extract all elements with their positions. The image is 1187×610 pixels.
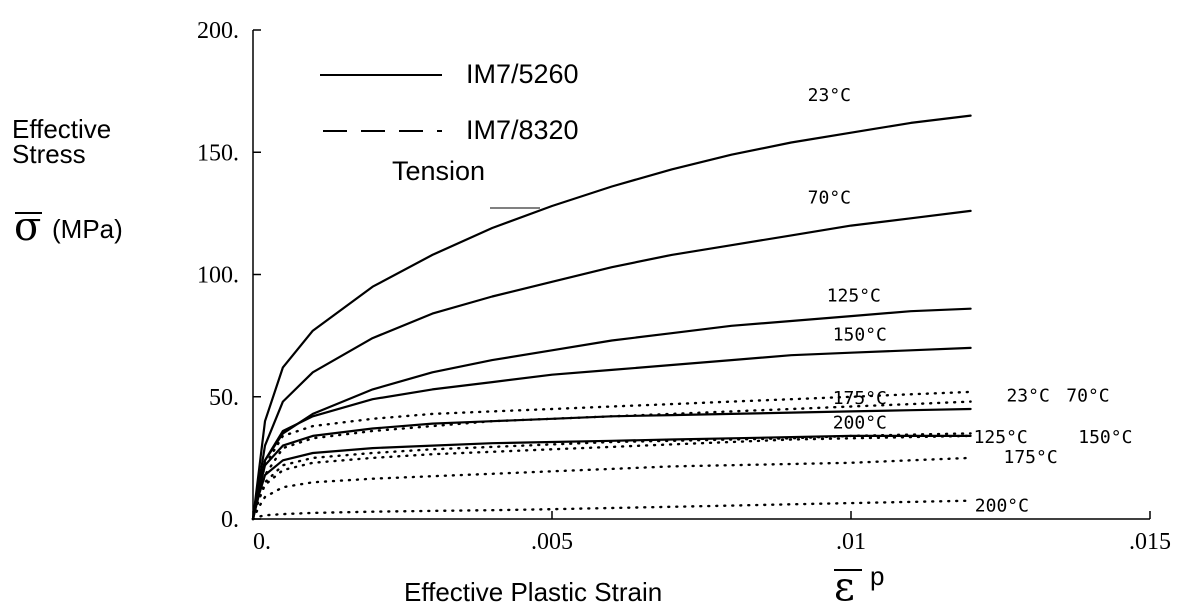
y-tick-label-0: 0. <box>221 507 239 533</box>
legend: IM7/5260 IM7/8320 Tension <box>320 59 579 209</box>
legend-label-im7-8320: IM7/8320 <box>466 115 579 145</box>
y-tick-label-1: 50. <box>209 385 239 411</box>
series-line-0 <box>251 114 972 521</box>
series-line-1 <box>251 209 972 521</box>
series-label-4: 175°C <box>833 388 887 409</box>
series-line-10 <box>251 456 972 521</box>
y-tick-label-4: 200. <box>197 18 239 44</box>
series-label-2: 125°C <box>827 285 881 306</box>
x-axis-label-text: Effective Plastic Strain <box>404 577 662 607</box>
ticks: 0. .005 .01 .015 0. 50. 100. 150. 200. <box>197 18 1171 555</box>
y-axis-unit: (MPa) <box>52 214 123 244</box>
series-line-9 <box>251 434 972 521</box>
x-tick-label-1: .005 <box>531 529 573 555</box>
series-label-0: 23°C <box>808 85 851 106</box>
series-line-6 <box>251 390 972 521</box>
series-line-5 <box>251 434 972 521</box>
epsilon-superscript: p <box>870 561 884 591</box>
series-line-11 <box>251 499 972 521</box>
series-label-6: 23°C <box>1006 386 1049 407</box>
series-label-11: 200°C <box>975 496 1029 517</box>
x-axis-label: Effective Plastic Strain ε p <box>404 561 884 610</box>
curves <box>251 114 972 521</box>
curve-labels: 23°C 70°C 125°C 150°C 175°C 200°C 23°C 70°C 125°… <box>808 85 1133 517</box>
x-tick-label-0: 0. <box>253 529 271 555</box>
series-label-5: 200°C <box>833 413 887 434</box>
series-label-1: 70°C <box>808 188 851 209</box>
x-tick-label-2: .01 <box>836 529 866 555</box>
legend-note-tension: Tension <box>392 156 485 186</box>
x-tick-label-3: .015 <box>1129 529 1171 555</box>
series-label-10: 175°C <box>1003 447 1057 468</box>
y-axis-label-line-1: Effective <box>12 114 111 144</box>
legend-label-im7-5260: IM7/5260 <box>466 59 579 89</box>
y-axis-label-line-2: Stress <box>12 139 86 169</box>
series-label-8: 125°C <box>974 427 1028 448</box>
sigma-symbol: σ <box>14 204 41 250</box>
epsilon-symbol: ε <box>834 564 855 610</box>
series-line-3 <box>251 346 972 521</box>
y-tick-label-3: 150. <box>197 140 239 166</box>
series-label-9: 150°C <box>1078 427 1132 448</box>
series-line-7 <box>251 400 972 521</box>
series-line-8 <box>251 432 972 521</box>
y-tick-label-2: 100. <box>197 263 239 289</box>
y-axis-label: Effective Stress σ (MPa) <box>12 114 123 250</box>
series-label-7: 70°C <box>1066 386 1109 407</box>
series-label-3: 150°C <box>833 325 887 346</box>
